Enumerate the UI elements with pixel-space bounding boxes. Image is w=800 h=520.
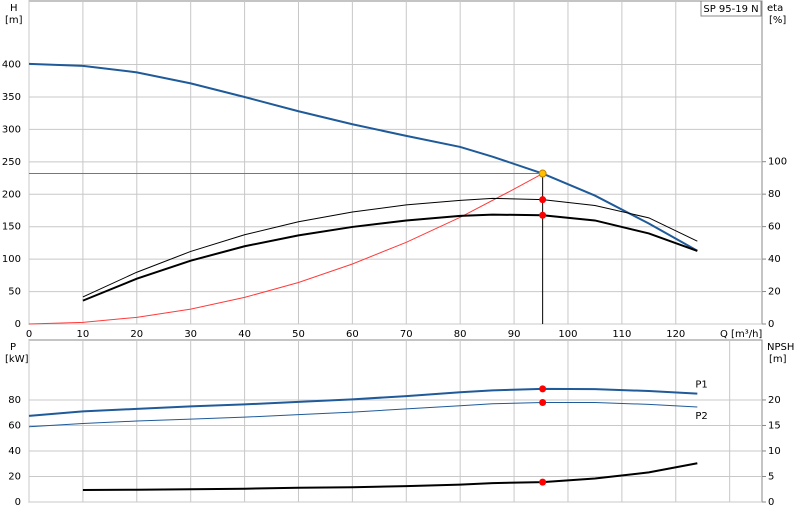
y-tick-label: 0 xyxy=(15,497,21,508)
x-tick-label: 20 xyxy=(130,329,143,340)
plot-frame xyxy=(28,0,763,325)
y-tick-label: 20 xyxy=(8,471,21,482)
y-tick-label: 80 xyxy=(8,395,21,406)
operating-point xyxy=(539,399,547,407)
y2-tick-label: 20 xyxy=(768,395,781,406)
title-box xyxy=(700,0,762,17)
y-tick-label: 250 xyxy=(2,157,21,168)
operating-point xyxy=(539,385,547,393)
x-tick-label: 90 xyxy=(508,329,521,340)
x-tick-label: 100 xyxy=(558,329,577,340)
y2-tick-label: 10 xyxy=(768,446,781,457)
x-tick-label: 40 xyxy=(238,329,251,340)
y2-tick-label: 40 xyxy=(768,254,781,265)
operating-point xyxy=(538,169,547,178)
y-tick-label: 350 xyxy=(2,92,21,103)
curve xyxy=(28,387,698,417)
y2-tick-label: 100 xyxy=(768,157,787,168)
y-axis-unit: [m] xyxy=(5,15,23,26)
y-tick-label: 0 xyxy=(15,319,21,330)
curve-label: P1 xyxy=(695,380,707,391)
x-axis-label: Q [m³/h] xyxy=(720,329,762,340)
y-axis-label: H xyxy=(10,3,18,14)
y-axis-unit: [kW] xyxy=(5,354,29,365)
y-tick-label: 400 xyxy=(2,60,21,71)
x-tick-label: 60 xyxy=(346,329,359,340)
y2-tick-label: 0 xyxy=(768,319,774,330)
plot-frame xyxy=(28,339,763,503)
curve xyxy=(82,462,698,492)
y2-tick-label: 15 xyxy=(768,420,781,431)
curve xyxy=(28,402,698,428)
y-tick-label: 200 xyxy=(2,189,21,200)
y-tick-label: 150 xyxy=(2,222,21,233)
y-tick-label: 100 xyxy=(2,254,21,265)
x-tick-label: 120 xyxy=(666,329,685,340)
x-tick-label: 30 xyxy=(184,329,197,340)
y2-tick-label: 60 xyxy=(768,222,781,233)
x-tick-label: 110 xyxy=(612,329,631,340)
curve xyxy=(82,213,698,302)
y2-tick-label: 5 xyxy=(768,471,774,482)
y-tick-label: 60 xyxy=(8,420,21,431)
curve xyxy=(82,197,698,298)
y2-tick-label: 20 xyxy=(768,287,781,298)
curve-label: P2 xyxy=(695,411,707,422)
y2-tick-label: 80 xyxy=(768,189,781,200)
x-tick-label: 80 xyxy=(454,329,467,340)
y2-tick-label: 0 xyxy=(768,497,774,508)
y2-axis-label: NPSH xyxy=(767,342,794,353)
operating-point xyxy=(539,478,547,486)
curve xyxy=(28,62,698,252)
x-tick-label: 10 xyxy=(77,329,90,340)
chart-title: SP 95-19 N xyxy=(703,4,758,15)
y-tick-label: 50 xyxy=(8,287,21,298)
operating-point xyxy=(539,211,547,219)
operating-point xyxy=(539,196,547,204)
y-axis-label: P xyxy=(10,342,16,353)
x-tick-label: 50 xyxy=(292,329,305,340)
y2-axis-label: eta xyxy=(767,3,783,14)
y-tick-label: 300 xyxy=(2,124,21,135)
x-tick-label: 70 xyxy=(400,329,413,340)
x-tick-label: 0 xyxy=(26,329,32,340)
y2-axis-unit: [%] xyxy=(769,15,786,26)
curve xyxy=(28,173,543,325)
y2-axis-unit: [m] xyxy=(769,354,787,365)
y-tick-label: 40 xyxy=(8,446,21,457)
